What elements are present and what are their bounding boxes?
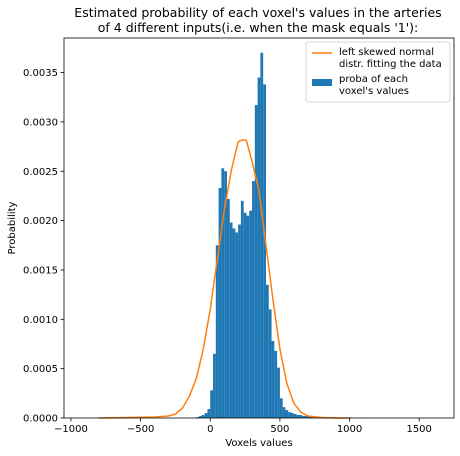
histogram-bar	[218, 188, 222, 418]
x-tick-label: −500	[127, 424, 154, 435]
histogram-bar	[199, 416, 202, 418]
histogram-bar	[196, 417, 200, 418]
x-axis-ticks: −1000 −500 0 500 1000 1500	[54, 418, 432, 435]
y-axis-ticks: 0.0000 0.0005 0.0010 0.0015 0.0020 0.0025 0.00…	[23, 68, 64, 425]
legend-box	[305, 41, 451, 103]
histogram-bar	[293, 414, 297, 418]
histogram-bar	[282, 407, 286, 418]
y-tick-label: 0.0005	[23, 364, 58, 375]
histogram-bar	[215, 245, 219, 418]
y-tick-label: 0.0000	[23, 414, 58, 425]
histogram-bar	[285, 410, 289, 418]
histogram-bar	[296, 415, 300, 418]
histogram-bar	[201, 415, 205, 418]
histogram-bar	[304, 416, 308, 418]
x-tick-label: 500	[270, 424, 289, 435]
x-tick-label: 1000	[337, 424, 362, 435]
y-tick-label: 0.0035	[23, 68, 58, 79]
histogram-bar	[288, 412, 292, 418]
fit-curve-line	[98, 138, 350, 419]
histogram-bar	[252, 181, 255, 418]
histogram-bar	[265, 284, 269, 418]
histogram-bar	[246, 215, 250, 418]
histogram-bar	[210, 390, 214, 418]
legend: left skewed normal distr. fitting the da…	[305, 41, 451, 103]
histogram-bars	[196, 52, 370, 419]
histogram-bar	[299, 415, 303, 418]
y-axis-label: Probability	[7, 201, 18, 254]
histogram-bar	[279, 398, 283, 418]
y-tick-label: 0.0025	[23, 167, 58, 178]
fit-curve-layer	[98, 138, 350, 419]
histogram-bar	[291, 413, 294, 418]
x-tick-label: 1500	[406, 424, 431, 435]
histogram-bar	[254, 105, 258, 419]
x-tick-label: 0	[207, 424, 213, 435]
chart-title-line-2: of 4 different inputs(i.e. when the mask…	[98, 20, 419, 35]
histogram-bar	[249, 210, 253, 418]
histogram-bar	[271, 341, 275, 418]
x-tick-label: −1000	[54, 424, 88, 435]
histogram-bar	[260, 52, 264, 419]
histogram-bar	[235, 232, 239, 418]
histogram-bar	[213, 353, 216, 418]
histogram-bar	[263, 84, 266, 418]
y-tick-label: 0.0010	[23, 315, 58, 326]
histogram-bar	[310, 417, 314, 418]
histogram-bar	[229, 222, 233, 418]
histogram-bar	[257, 77, 261, 418]
histogram-bar	[224, 171, 227, 418]
histogram-bar	[302, 416, 305, 418]
histogram-bar	[238, 224, 241, 418]
x-axis-label: Voxels values	[225, 438, 292, 449]
histogram-bar	[277, 367, 280, 418]
legend-label-histogram-line-1: proba of each	[339, 74, 408, 85]
chart-title-line-1: Estimated probability of each voxel's va…	[74, 5, 441, 20]
y-tick-label: 0.0015	[23, 265, 58, 276]
legend-label-fit-curve-line-1: left skewed normal	[339, 47, 434, 58]
legend-swatch-histogram	[312, 79, 332, 86]
histogram-bar	[232, 228, 236, 418]
histogram-bar	[240, 200, 244, 418]
histogram-bar	[221, 168, 225, 418]
histogram-bar	[226, 198, 230, 418]
legend-label-histogram-line-2: voxel's values	[339, 86, 409, 97]
legend-label-fit-curve-line-2: distr. fitting the data	[339, 59, 442, 70]
histogram-bar	[207, 409, 211, 418]
y-tick-label: 0.0020	[23, 216, 58, 227]
histogram-bar	[274, 350, 278, 418]
plot-frame	[63, 37, 455, 419]
y-tick-label: 0.0030	[23, 117, 58, 128]
histogram-bar	[268, 309, 272, 418]
histogram-bar	[243, 212, 247, 418]
histogram-bar	[307, 416, 311, 418]
histogram-bar	[204, 413, 208, 418]
